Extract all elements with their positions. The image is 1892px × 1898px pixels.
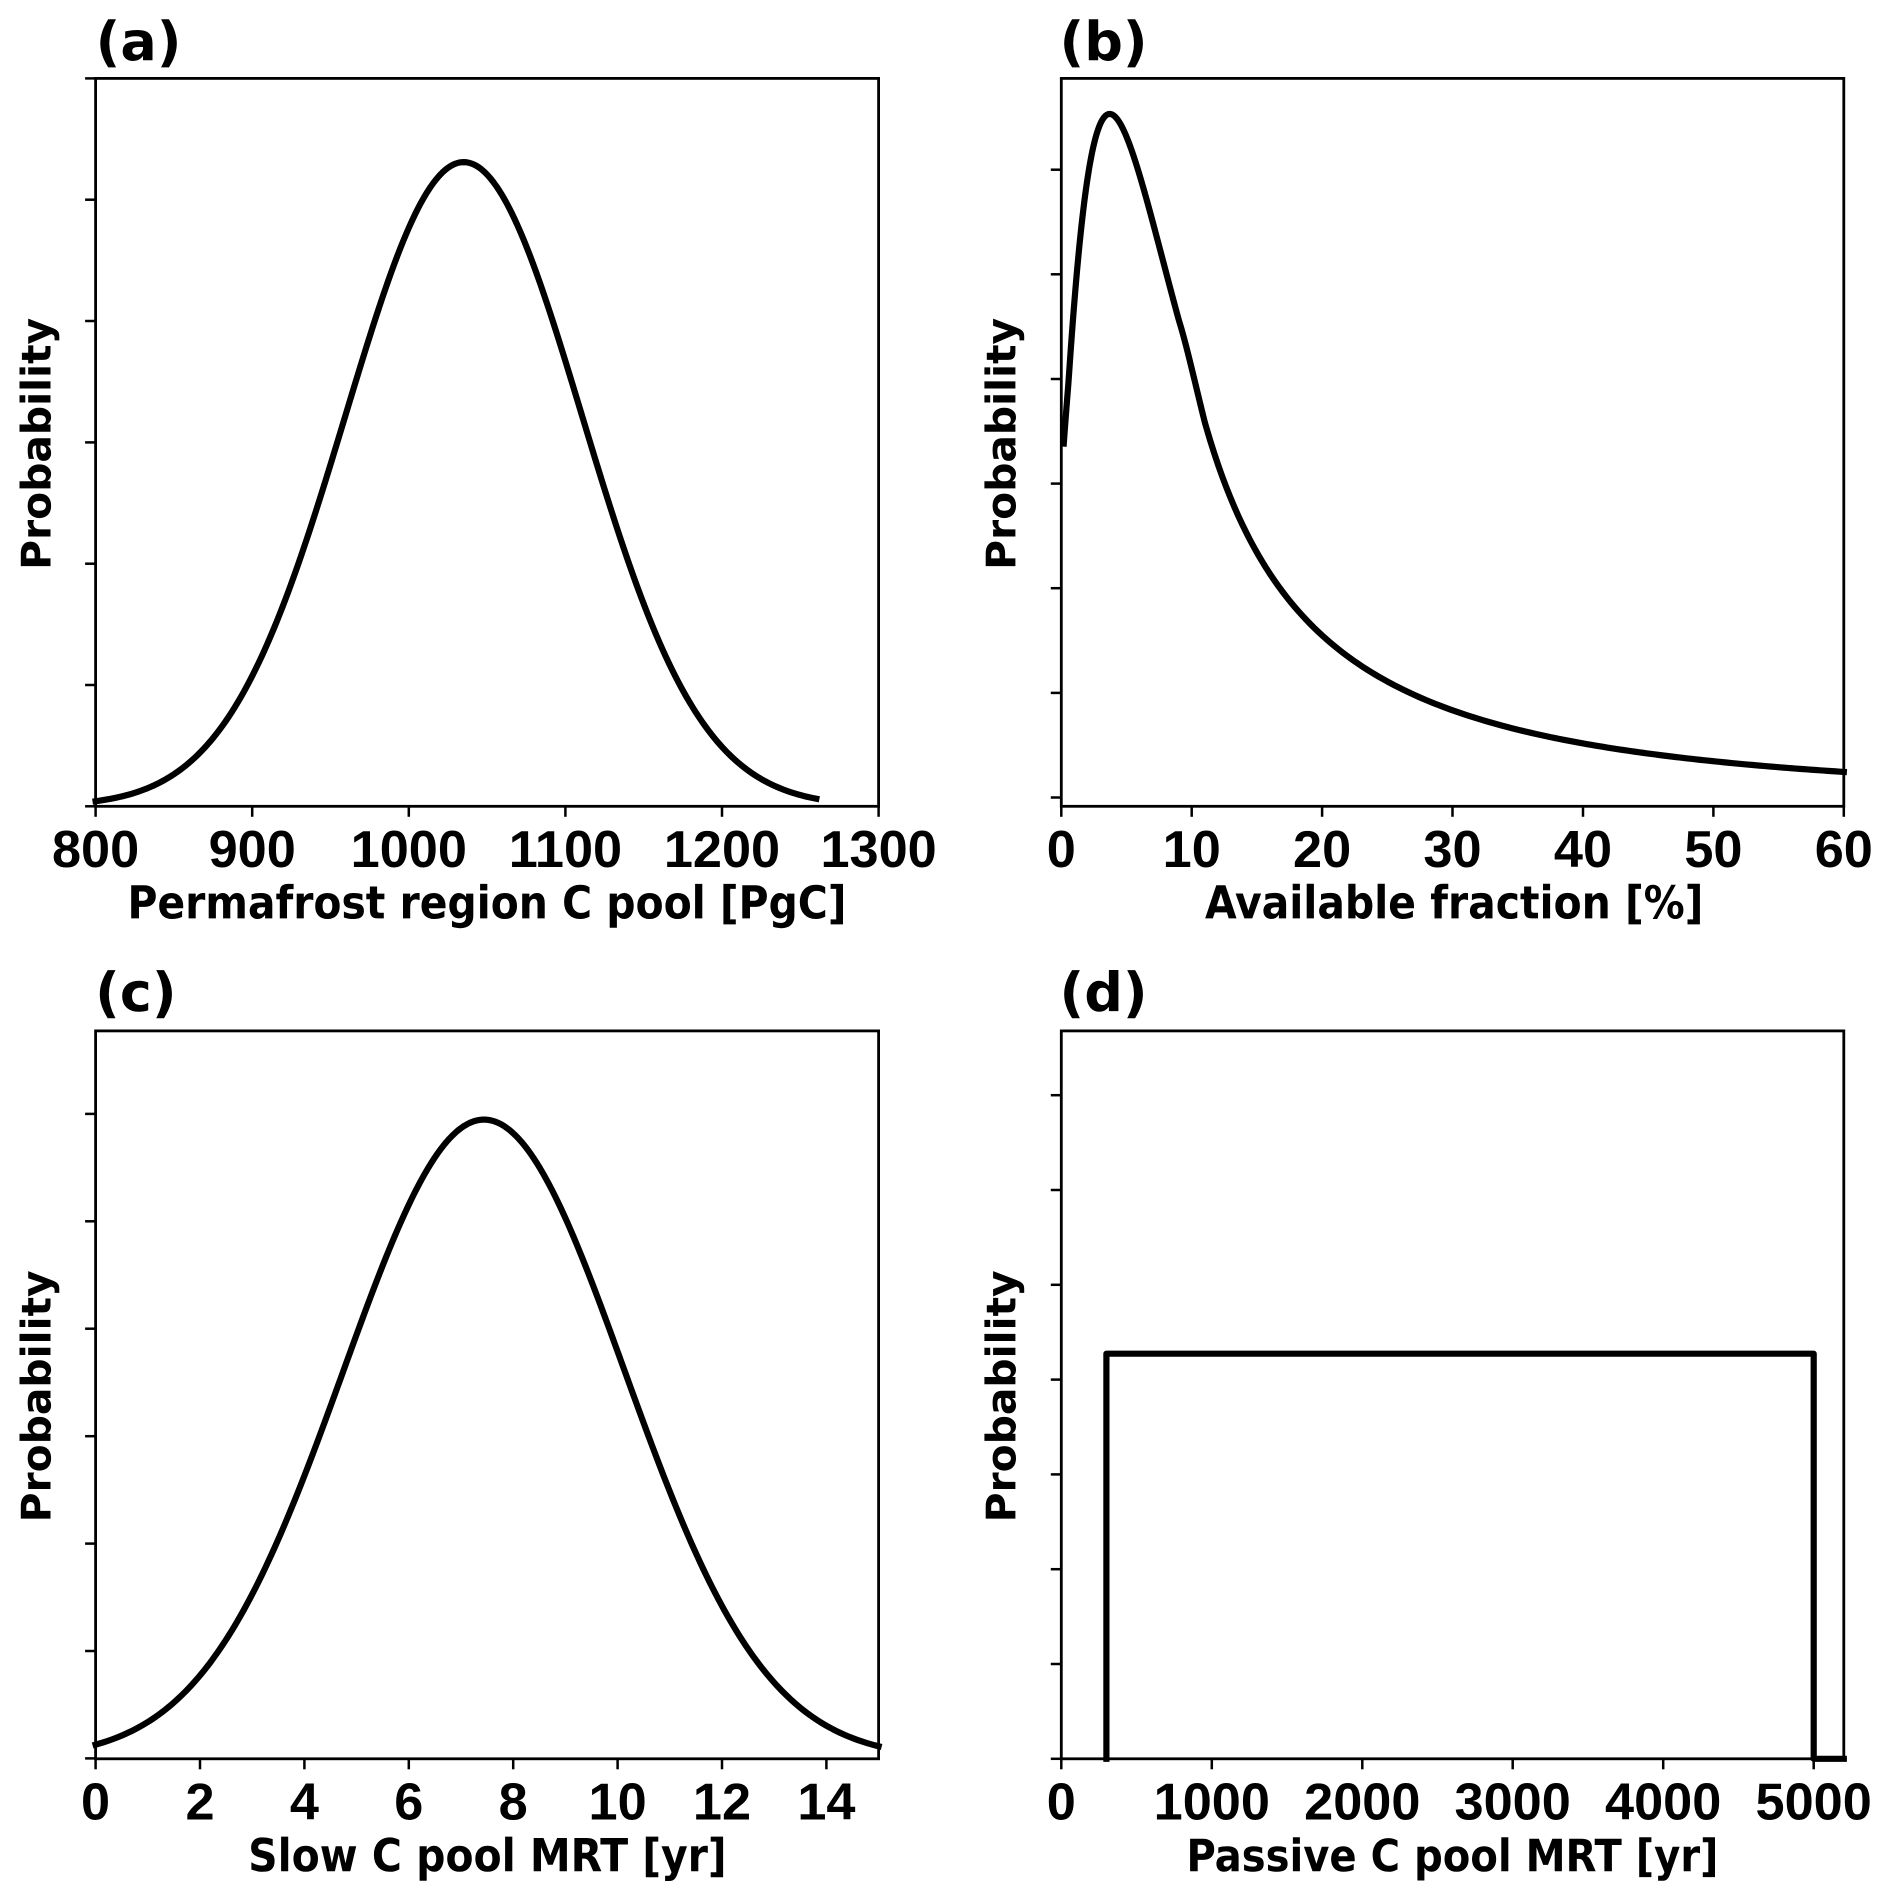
svg-text:6: 6: [394, 1774, 423, 1832]
svg-text:4: 4: [290, 1774, 319, 1832]
svg-text:1100: 1100: [509, 821, 622, 879]
svg-text:12: 12: [693, 1774, 751, 1832]
svg-text:2000: 2000: [1304, 1774, 1420, 1832]
svg-text:60: 60: [1815, 821, 1873, 879]
svg-text:0: 0: [1047, 821, 1076, 879]
svg-text:50: 50: [1684, 821, 1742, 879]
svg-text:8: 8: [499, 1774, 528, 1832]
svg-text:0: 0: [81, 1774, 110, 1832]
svg-text:14: 14: [797, 1774, 855, 1832]
svg-text:40: 40: [1554, 821, 1612, 879]
svg-text:1000: 1000: [1154, 1774, 1270, 1832]
svg-text:2: 2: [185, 1774, 214, 1832]
svg-text:10: 10: [1163, 821, 1221, 879]
svg-text:1200: 1200: [664, 821, 780, 879]
svg-text:800: 800: [52, 821, 139, 879]
svg-text:4000: 4000: [1605, 1774, 1721, 1832]
svg-text:3000: 3000: [1455, 1774, 1571, 1832]
svg-text:30: 30: [1423, 821, 1481, 879]
svg-text:1000: 1000: [351, 821, 467, 879]
svg-text:1300: 1300: [820, 821, 936, 879]
svg-text:20: 20: [1293, 821, 1351, 879]
svg-text:0: 0: [1047, 1774, 1076, 1832]
svg-text:5000: 5000: [1756, 1774, 1872, 1832]
svg-text:900: 900: [209, 821, 296, 879]
svg-text:10: 10: [589, 1774, 647, 1832]
